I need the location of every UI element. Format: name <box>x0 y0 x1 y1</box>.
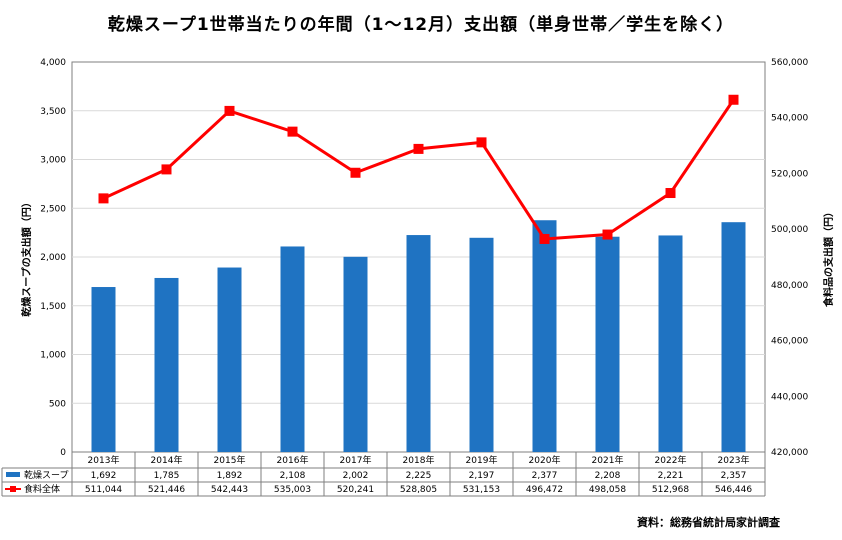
line-marker <box>728 94 739 105</box>
table-cell: 528,805 <box>400 485 437 495</box>
data-table: 2013年 1,692 511,044 2014年 1,785 521,446 2015年 1… <box>1 452 766 497</box>
left-tick-label: 500 <box>49 399 66 409</box>
right-tick-label: 540,000 <box>771 114 808 124</box>
bar <box>217 267 242 452</box>
category-label: 2019年 <box>466 454 498 466</box>
category-label: 2020年 <box>529 454 561 466</box>
table-cell: 542,443 <box>211 485 248 495</box>
table-cell: 535,003 <box>274 485 311 495</box>
table-cell: 521,446 <box>148 485 185 495</box>
bar <box>280 246 305 452</box>
table-cell: 546,446 <box>715 485 752 495</box>
line-marker <box>161 164 172 175</box>
right-tick-label: 500,000 <box>771 225 808 235</box>
bar <box>721 222 746 452</box>
left-tick-label: 0 <box>60 448 66 458</box>
left-tick-label: 2,500 <box>40 204 66 214</box>
table-cell: 2,225 <box>406 471 432 481</box>
category-label: 2013年 <box>88 454 120 466</box>
table-cell: 1,892 <box>217 471 243 481</box>
line-marker <box>476 137 487 148</box>
right-tick-label: 560,000 <box>771 58 808 68</box>
table-cell: 2,377 <box>532 471 558 481</box>
table-cell: 2,002 <box>343 471 369 481</box>
category-label: 2022年 <box>655 454 687 466</box>
category-label: 2015年 <box>214 454 246 466</box>
table-cell: 531,153 <box>463 485 500 495</box>
right-tick-label: 440,000 <box>771 392 808 402</box>
left-tick-label: 4,000 <box>40 58 66 68</box>
category-label: 2017年 <box>340 454 372 466</box>
legend-key-bar <box>6 472 20 477</box>
bar <box>469 237 494 452</box>
y-axis-label-left: 乾燥スープの支出額（円） <box>20 197 33 316</box>
table-cell: 1,692 <box>91 471 117 481</box>
table-cell: 512,968 <box>652 485 689 495</box>
bar <box>91 287 116 452</box>
right-tick-label: 480,000 <box>771 281 808 291</box>
left-tick-label: 3,500 <box>40 107 66 117</box>
table-cell: 2,108 <box>280 471 306 481</box>
bar <box>595 236 620 452</box>
right-tick-label: 420,000 <box>771 448 808 458</box>
category-label: 2023年 <box>718 454 750 466</box>
table-cell: 498,058 <box>589 485 626 495</box>
line-marker <box>287 126 298 137</box>
category-label: 2014年 <box>151 454 183 466</box>
right-axis-ticks: 420,000 440,000 460,000 480,000 500,000 520,0… <box>771 58 808 458</box>
table-cell: 2,208 <box>595 471 621 481</box>
line-marker <box>665 188 676 199</box>
table-cell: 1,785 <box>154 471 180 481</box>
bar-series <box>91 220 746 452</box>
right-tick-label: 520,000 <box>771 169 808 179</box>
bar <box>532 220 557 452</box>
category-label: 2021年 <box>592 454 624 466</box>
left-tick-label: 3,000 <box>40 156 66 166</box>
left-tick-label: 1,500 <box>40 302 66 312</box>
line-marker <box>413 143 424 154</box>
left-tick-label: 1,000 <box>40 351 66 361</box>
y-axis-label-right: 食料品の支出額（円） <box>822 207 835 308</box>
line-marker <box>224 105 235 116</box>
chart-title: 乾燥スープ1世帯当たりの年間（1～12月）支出額（単身世帯／学生を除く） <box>107 15 735 35</box>
right-tick-label: 460,000 <box>771 337 808 347</box>
line-marker <box>539 233 550 244</box>
legend-label: 食料全体 <box>24 483 60 495</box>
left-tick-label: 2,000 <box>40 253 66 263</box>
table-cell: 511,044 <box>85 485 122 495</box>
line-series <box>98 94 739 244</box>
table-cell: 2,221 <box>658 471 684 481</box>
category-label: 2018年 <box>403 454 435 466</box>
legend-label: 乾燥スープ <box>24 469 68 481</box>
table-cell: 2,197 <box>469 471 495 481</box>
table-cell: 2,357 <box>721 471 747 481</box>
table-cell: 496,472 <box>526 485 563 495</box>
left-axis-ticks: 0 500 1,000 1,500 2,000 2,500 3,000 3,500 4,000 <box>40 58 66 458</box>
line-marker <box>602 229 613 240</box>
source-note: 資料：総務省統計局家計調査 <box>637 516 780 529</box>
bar <box>406 235 431 452</box>
table-cell: 520,241 <box>337 485 374 495</box>
bar <box>343 256 368 452</box>
line-marker <box>350 167 361 178</box>
category-label: 2016年 <box>277 454 309 466</box>
legend-key-marker <box>10 486 16 492</box>
bar <box>658 235 683 452</box>
bar <box>154 277 179 452</box>
line-marker <box>98 193 109 204</box>
